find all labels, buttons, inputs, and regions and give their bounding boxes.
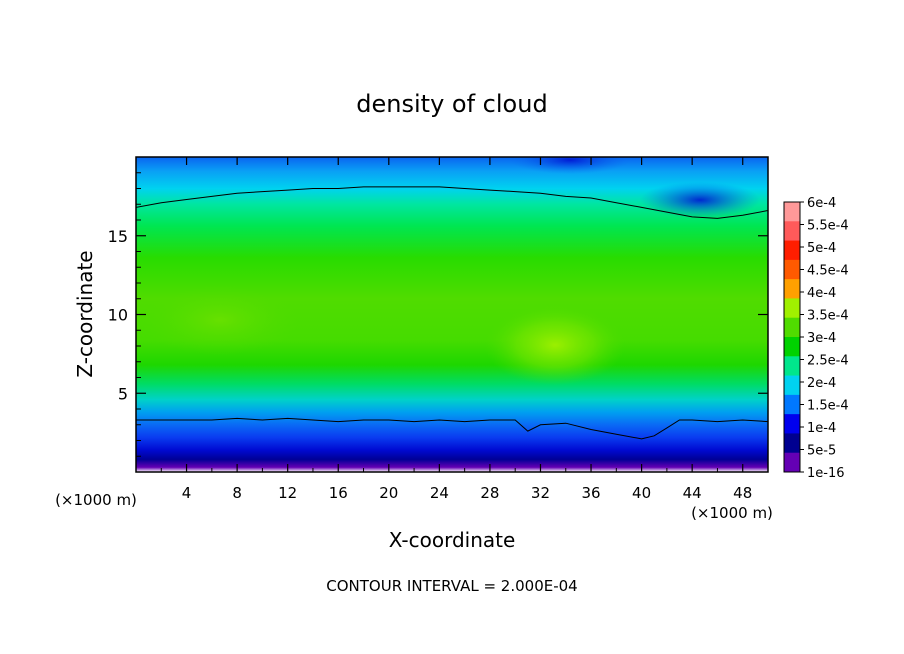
x-tick-label: 20 bbox=[379, 484, 398, 502]
x-tick-label: 36 bbox=[581, 484, 600, 502]
density-top-dip-right bbox=[640, 182, 760, 218]
colorbar-swatch bbox=[784, 337, 800, 357]
x-tick-label: 8 bbox=[232, 484, 242, 502]
y-tick-label: 5 bbox=[118, 384, 128, 403]
y-tick-label: 15 bbox=[108, 227, 128, 246]
colorbar-label: 5e-5 bbox=[807, 444, 836, 459]
colorbar-swatch bbox=[784, 414, 800, 434]
colorbar-label: 2e-4 bbox=[807, 376, 836, 391]
colorbar-swatch bbox=[784, 240, 800, 261]
density-top-dip bbox=[510, 157, 630, 174]
colorbar-label: 1e-16 bbox=[807, 466, 845, 481]
colorbar-swatch bbox=[784, 259, 800, 280]
colorbar-swatch bbox=[784, 375, 800, 396]
colorbar-label: 3.5e-4 bbox=[807, 309, 849, 324]
colorbar-swatch bbox=[784, 202, 800, 222]
y-tick-label: 10 bbox=[108, 306, 128, 325]
contour-line-lower bbox=[136, 417, 768, 440]
x-tick-label: 24 bbox=[430, 484, 449, 502]
y-axis-label: Z-coordinate bbox=[73, 250, 97, 377]
colorbar-label: 3e-4 bbox=[807, 331, 836, 346]
y-axis-ticks: 5 10 15 bbox=[108, 172, 768, 457]
colorbar-label: 1e-4 bbox=[807, 421, 836, 436]
colorbar-label: 5.5e-4 bbox=[807, 219, 849, 234]
x-unit-left: (×1000 m) bbox=[55, 491, 137, 509]
colorbar-label: 6e-4 bbox=[807, 196, 836, 211]
colorbar-label: 1.5e-4 bbox=[807, 399, 849, 414]
colorbar-swatch bbox=[784, 394, 800, 415]
density-secondary-blob bbox=[140, 285, 300, 355]
colorbar-swatch bbox=[784, 433, 800, 454]
colorbar-swatch bbox=[784, 279, 800, 299]
colorbar-swatch bbox=[784, 317, 800, 338]
x-tick-label: 32 bbox=[531, 484, 550, 502]
x-axis-label: X-coordinate bbox=[389, 528, 516, 552]
density-maximum-blob bbox=[485, 305, 625, 385]
contour-line-upper bbox=[136, 186, 768, 219]
contour-lines bbox=[136, 186, 768, 440]
colorbar-label: 5e-4 bbox=[807, 241, 836, 256]
colorbar-swatch bbox=[784, 221, 800, 242]
contour-interval-note: CONTOUR INTERVAL = 2.000E-04 bbox=[326, 577, 577, 595]
colorbar-swatch bbox=[784, 452, 800, 473]
x-tick-label: 40 bbox=[632, 484, 651, 502]
x-tick-label: 28 bbox=[480, 484, 499, 502]
x-unit-right: (×1000 m) bbox=[691, 504, 773, 522]
colorbar-swatch bbox=[784, 356, 800, 377]
colorbar-label: 4.5e-4 bbox=[807, 264, 849, 279]
plot-area bbox=[136, 157, 768, 472]
colorbar-label: 4e-4 bbox=[807, 286, 836, 301]
colorbar-swatch bbox=[784, 298, 800, 319]
colorbar-label: 2.5e-4 bbox=[807, 354, 849, 369]
x-tick-label: 48 bbox=[733, 484, 752, 502]
x-tick-label: 12 bbox=[278, 484, 297, 502]
x-tick-label: 4 bbox=[182, 484, 192, 502]
colorbar: 6e-4 5.5e-4 5e-4 4.5e-4 4e-4 3.5e-4 3e-4 2.5e-4… bbox=[783, 196, 849, 481]
x-tick-label: 16 bbox=[329, 484, 348, 502]
x-tick-label: 44 bbox=[683, 484, 702, 502]
x-axis-ticks: 4 8 12 16 20 24 28 32 36 40 44 48 bbox=[160, 157, 752, 502]
chart-title: density of cloud bbox=[356, 90, 547, 118]
